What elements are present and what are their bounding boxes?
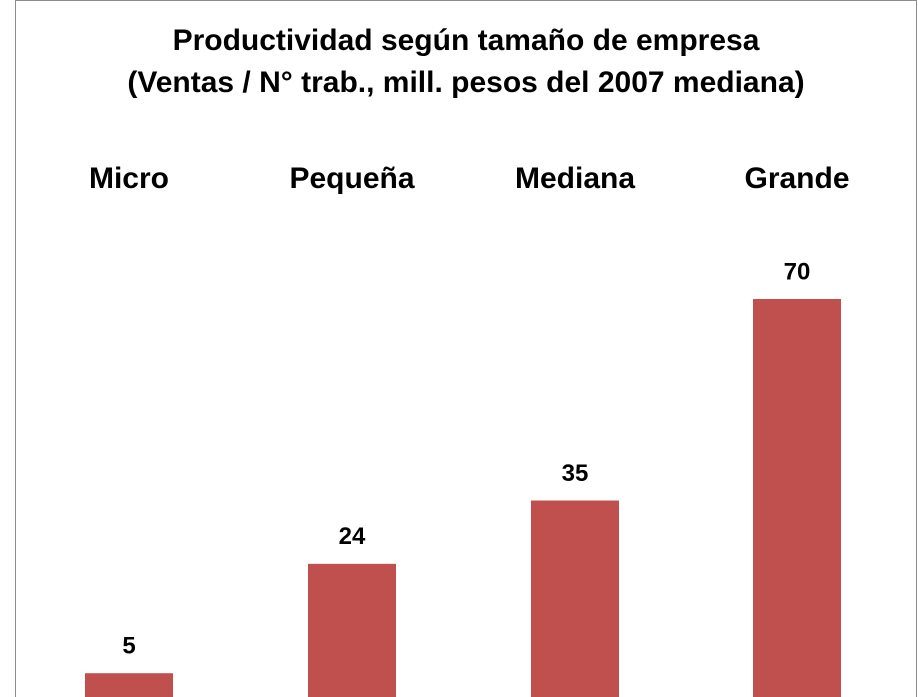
bar bbox=[531, 500, 619, 697]
chart-subtitle: (Ventas / N° trab., mill. pesos del 2007… bbox=[127, 66, 804, 99]
data-label: 35 bbox=[562, 460, 589, 487]
data-label: 5 bbox=[122, 633, 135, 660]
category-label: Pequeña bbox=[289, 162, 414, 195]
category-label: Micro bbox=[89, 162, 169, 195]
category-label: Grande bbox=[744, 162, 849, 195]
bar bbox=[753, 299, 841, 697]
bar bbox=[308, 563, 396, 697]
category-label: Mediana bbox=[515, 162, 635, 195]
bar bbox=[85, 673, 173, 697]
data-label: 24 bbox=[339, 523, 366, 550]
data-label: 70 bbox=[784, 258, 811, 285]
chart-title: Productividad según tamaño de empresa bbox=[173, 24, 760, 57]
